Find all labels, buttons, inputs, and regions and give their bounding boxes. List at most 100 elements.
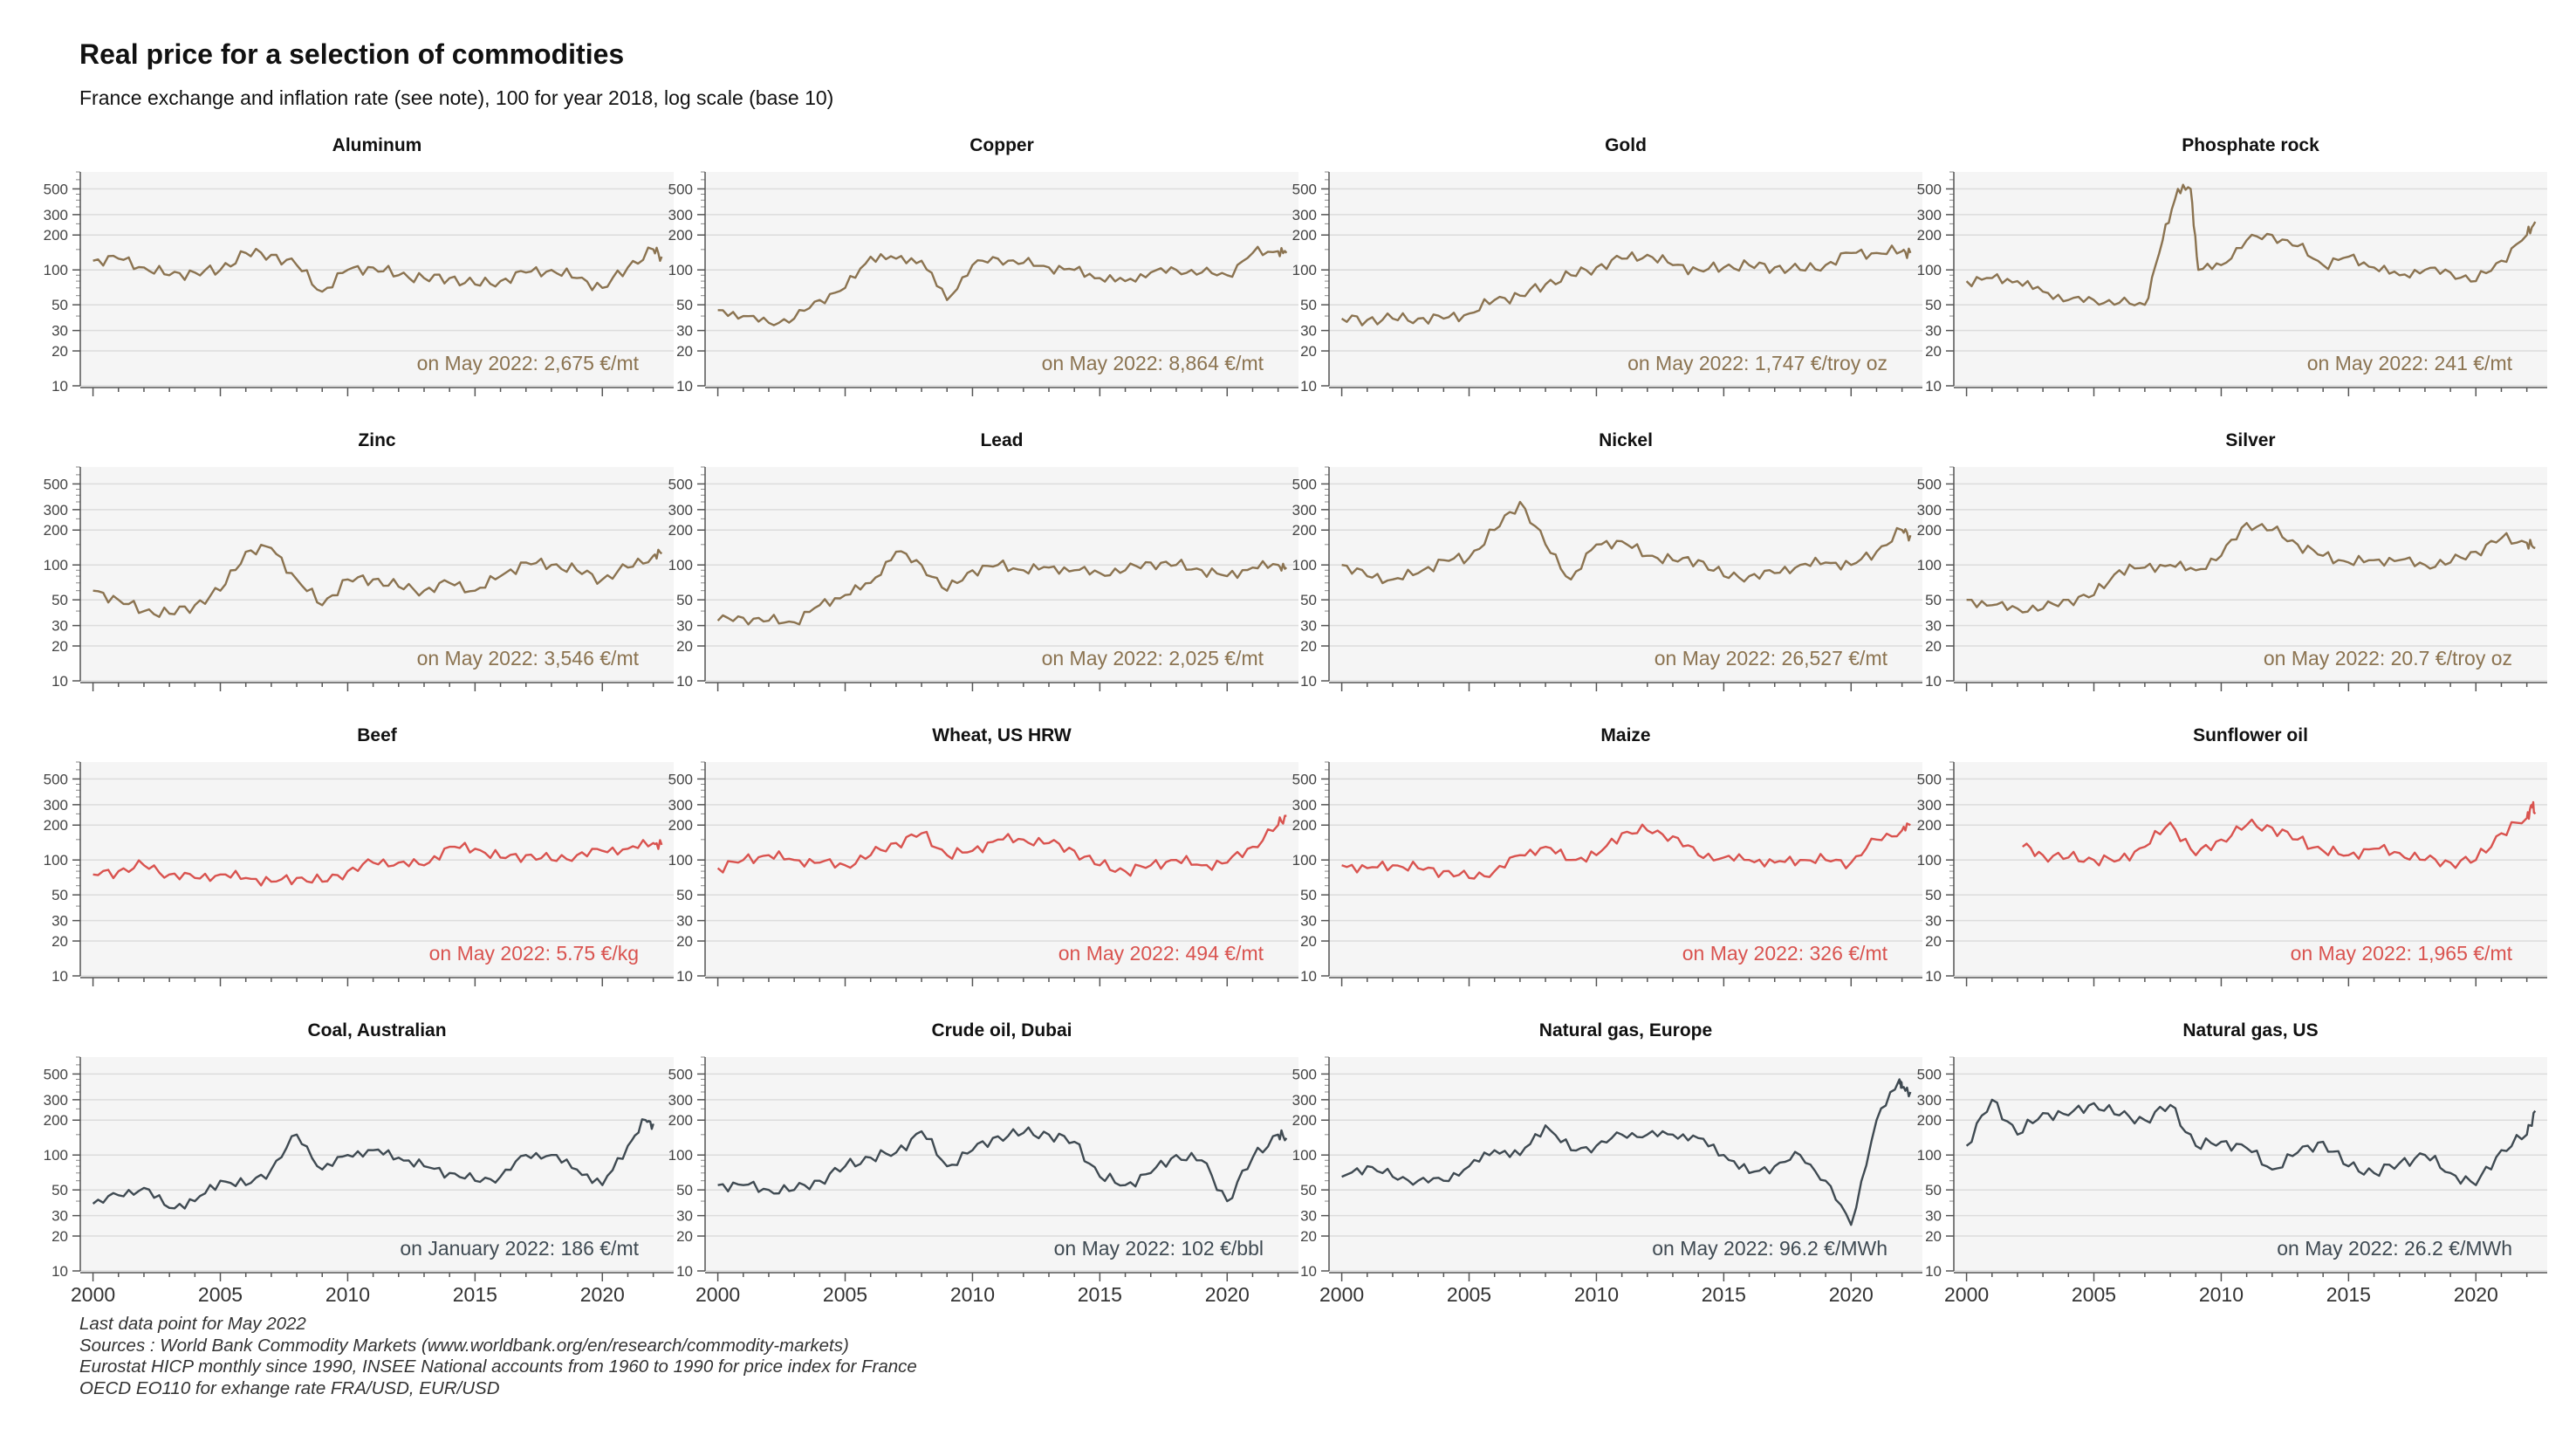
panel-copper: 10 20 30 50 100 200 300 500 Copper on May 2022: 8… <box>668 135 1298 396</box>
y-tick-label: 20 <box>676 1228 693 1245</box>
x-tick-label: 2010 <box>1574 1283 1619 1306</box>
panel-annotation: on May 2022: 5.75 €/kg <box>429 942 639 965</box>
y-tick-label: 300 <box>1292 502 1317 518</box>
panel-background <box>1329 1057 1922 1271</box>
note-line: Eurostat HICP monthly since 1990, INSEE … <box>79 1356 917 1377</box>
panel-title: Crude oil, Dubai <box>931 1020 1072 1040</box>
y-tick-label: 30 <box>51 323 68 340</box>
y-tick-label: 200 <box>668 227 693 244</box>
y-tick-label: 10 <box>1300 1263 1317 1280</box>
y-tick-label: 50 <box>676 592 693 608</box>
panel-background <box>1954 172 2547 386</box>
y-tick-label: 20 <box>1300 1228 1317 1245</box>
series-line <box>717 1126 1288 1203</box>
note-line: OECD EO110 for exhange rate FRA/USD, EUR… <box>79 1377 500 1398</box>
y-tick-label: 500 <box>1917 771 1942 787</box>
y-tick-label: 200 <box>1917 227 1942 244</box>
panel-background <box>80 1057 674 1271</box>
y-tick-label: 100 <box>668 262 693 278</box>
series-line <box>1340 244 1912 326</box>
y-tick-label: 300 <box>44 1092 68 1109</box>
y-tick-label: 10 <box>1300 378 1317 395</box>
y-tick-label: 200 <box>44 817 68 834</box>
series-line <box>92 839 663 887</box>
x-tick-label: 2005 <box>823 1283 867 1306</box>
series-line <box>92 246 663 293</box>
x-tick-label: 2000 <box>1319 1283 1364 1306</box>
panel-annotation: on May 2022: 26.2 €/MWh <box>2277 1237 2512 1260</box>
y-tick-label: 50 <box>676 1182 693 1198</box>
y-tick-label: 30 <box>1300 913 1317 930</box>
y-tick-label: 20 <box>1925 343 1942 360</box>
panel-title: Nickel <box>1599 430 1653 450</box>
y-tick-label: 100 <box>1292 262 1317 278</box>
y-tick-label: 10 <box>1300 673 1317 690</box>
y-tick-label: 10 <box>51 968 68 985</box>
panel-natural-gas-us: 10 20 30 50 100 200 300 500 2000 2005 2010 2015 2020… <box>1917 1020 2547 1306</box>
y-tick-label: 300 <box>1917 207 1942 223</box>
x-tick-label: 2010 <box>325 1283 370 1306</box>
y-tick-label: 10 <box>676 1263 693 1280</box>
y-tick-label: 100 <box>1917 557 1942 573</box>
y-tick-label: 10 <box>1925 673 1942 690</box>
panel-title: Wheat, US HRW <box>932 725 1072 745</box>
panel-crude-oil-dubai: 10 20 30 50 100 200 300 500 2000 2005 2010 2015 2020… <box>668 1020 1298 1306</box>
y-tick-label: 50 <box>1300 1182 1317 1198</box>
panel-background <box>80 762 674 976</box>
y-tick-label: 300 <box>668 1092 693 1109</box>
x-tick-label: 2020 <box>580 1283 625 1306</box>
series-line <box>1341 822 1911 880</box>
panel-background <box>1954 1057 2547 1271</box>
y-tick-label: 50 <box>676 297 693 313</box>
panel-phosphate-rock: 10 20 30 50 100 200 300 500 Phosphate rock on May… <box>1917 135 2547 396</box>
y-tick-label: 300 <box>44 207 68 223</box>
y-tick-label: 20 <box>676 933 693 950</box>
panel-wheat-us-hrw: 10 20 30 50 100 200 300 500 Wheat, US HRW on May … <box>668 725 1298 986</box>
y-tick-label: 50 <box>676 887 693 903</box>
panel-title: Aluminum <box>332 135 422 155</box>
panel-annotation: on May 2022: 494 €/mt <box>1058 942 1264 965</box>
y-tick-label: 100 <box>44 557 68 573</box>
panel-annotation: on May 2022: 20.7 €/troy oz <box>2264 647 2512 670</box>
x-tick-label: 2020 <box>1829 1283 1874 1306</box>
y-tick-label: 200 <box>668 817 693 834</box>
y-tick-label: 100 <box>44 852 68 869</box>
x-tick-label: 2005 <box>198 1283 243 1306</box>
panel-annotation: on May 2022: 326 €/mt <box>1682 942 1888 965</box>
y-tick-label: 200 <box>1292 1112 1317 1129</box>
y-tick-label: 200 <box>1917 1112 1942 1129</box>
y-tick-label: 20 <box>676 638 693 655</box>
series-line <box>1341 500 1912 585</box>
y-tick-label: 20 <box>1925 1228 1942 1245</box>
y-tick-label: 10 <box>676 673 693 690</box>
panel-background <box>705 1057 1298 1271</box>
y-tick-label: 30 <box>1300 618 1317 635</box>
series-line <box>1966 522 2536 614</box>
panel-gold: 10 20 30 50 100 200 300 500 Gold on May 2022: 1,7… <box>1292 135 1922 396</box>
panel-annotation: on January 2022: 186 €/mt <box>400 1237 639 1260</box>
y-tick-label: 100 <box>668 557 693 573</box>
panel-background <box>1329 467 1922 681</box>
x-tick-label: 2015 <box>2326 1283 2371 1306</box>
panel-maize: 10 20 30 50 100 200 300 500 Maize on May 2022: 32… <box>1292 725 1922 986</box>
panel-title: Sunflower oil <box>2193 725 2308 745</box>
y-tick-label: 100 <box>1917 262 1942 278</box>
panel-title: Natural gas, US <box>2182 1020 2318 1040</box>
y-tick-label: 200 <box>1292 227 1317 244</box>
panel-title: Coal, Australian <box>307 1020 446 1040</box>
y-tick-label: 30 <box>676 913 693 930</box>
y-tick-label: 30 <box>676 618 693 635</box>
y-tick-label: 500 <box>1917 181 1942 197</box>
y-tick-label: 10 <box>1300 968 1317 985</box>
y-tick-label: 20 <box>1300 638 1317 655</box>
y-tick-label: 50 <box>51 297 68 313</box>
panel-annotation: on May 2022: 8,864 €/mt <box>1042 352 1264 374</box>
y-tick-label: 50 <box>1300 592 1317 608</box>
y-tick-label: 10 <box>676 968 693 985</box>
y-tick-label: 30 <box>676 1208 693 1225</box>
y-tick-label: 300 <box>1917 502 1942 518</box>
y-tick-label: 500 <box>1917 1066 1942 1082</box>
y-tick-label: 50 <box>51 1182 68 1198</box>
y-tick-label: 500 <box>44 771 68 787</box>
